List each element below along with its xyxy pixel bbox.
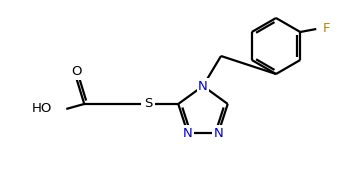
Text: N: N (198, 79, 208, 93)
Text: N: N (214, 127, 223, 139)
Text: O: O (71, 65, 81, 78)
Text: HO: HO (32, 103, 52, 116)
Text: N: N (183, 127, 193, 139)
Text: S: S (144, 97, 152, 110)
Text: F: F (323, 23, 330, 36)
